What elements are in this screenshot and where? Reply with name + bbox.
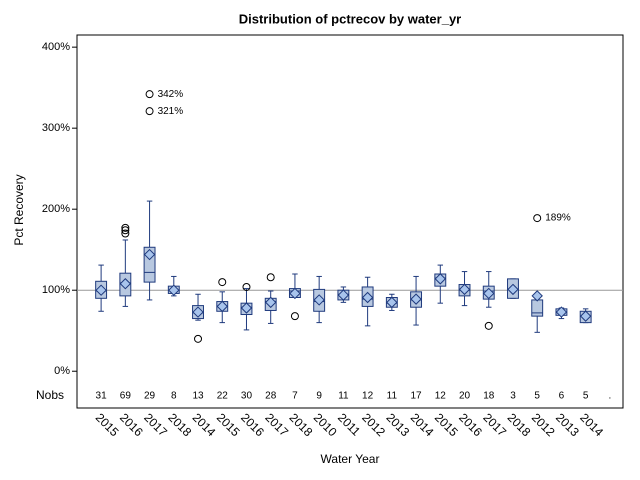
y-tick-label: 200%: [42, 203, 70, 215]
outlier-label: 342%: [158, 89, 184, 100]
mean-marker: [337, 289, 350, 301]
outlier-label: 321%: [158, 106, 184, 117]
outlier: [290, 312, 299, 321]
outlier: [121, 229, 130, 238]
nobs-value: 7: [292, 391, 298, 402]
outlier: [218, 278, 227, 287]
mean-marker: [410, 293, 422, 305]
mean-marker: [361, 291, 374, 304]
nobs-value: 29: [144, 391, 156, 402]
mean-marker: [264, 296, 277, 309]
nobs-value: 9: [316, 391, 322, 402]
nobs-value: 13: [192, 391, 204, 402]
nobs-label: Nobs: [36, 388, 64, 402]
outlier: [266, 273, 275, 282]
outlier: [145, 107, 154, 116]
outlier-label: 189%: [545, 213, 571, 224]
nobs-value: 6: [559, 391, 565, 402]
outlier: [242, 282, 251, 291]
mean-marker: [386, 296, 398, 309]
nobs-value: 31: [96, 391, 108, 402]
nobs-value: 22: [217, 391, 229, 402]
mean-marker: [168, 284, 180, 296]
nobs-value: 20: [459, 391, 471, 402]
nobs-value: 12: [435, 391, 447, 402]
mean-marker: [458, 283, 471, 296]
outlier: [484, 321, 493, 330]
mean-marker: [313, 294, 325, 306]
y-axis-label: Pct Recovery: [12, 174, 26, 245]
mean-marker: [507, 283, 519, 296]
mean-marker: [240, 302, 253, 314]
box: [531, 299, 544, 317]
y-tick-label: 100%: [42, 284, 70, 296]
nobs-value: 5: [583, 391, 589, 402]
chart-title: Distribution of pctrecov by water_yr: [239, 11, 462, 26]
plot-frame: [76, 34, 624, 409]
box: [143, 246, 156, 283]
y-tick-label: 0%: [54, 365, 70, 377]
mean-marker: [555, 306, 568, 318]
nobs-value: 11: [387, 391, 398, 402]
y-tick-label: 400%: [42, 41, 70, 53]
y-tick-label: 300%: [42, 122, 70, 134]
mean-marker: [119, 278, 132, 290]
nobs-value: 12: [362, 391, 374, 402]
mean-marker: [434, 273, 447, 285]
mean-marker: [483, 287, 495, 300]
x-axis-label: Water Year: [321, 452, 380, 466]
mean-marker: [143, 248, 156, 261]
mean-marker: [192, 306, 204, 318]
outlier: [533, 214, 542, 223]
mean-marker: [531, 290, 543, 302]
mean-marker: [216, 300, 228, 313]
nobs-value: 8: [171, 391, 177, 402]
mean-marker: [95, 284, 107, 296]
outlier: [121, 223, 130, 232]
nobs-value: 11: [338, 391, 349, 402]
nobs-value: 30: [241, 391, 253, 402]
nobs-value: 17: [411, 391, 423, 402]
outlier: [194, 334, 203, 343]
nobs-value: 28: [265, 391, 277, 402]
nobs-value: .: [608, 391, 611, 402]
outlier: [145, 90, 154, 99]
nobs-value: 18: [483, 391, 495, 402]
outlier: [121, 226, 130, 235]
nobs-value: 3: [510, 391, 516, 402]
mean-marker: [579, 310, 592, 322]
mean-marker: [289, 287, 301, 300]
nobs-value: 69: [120, 391, 132, 402]
nobs-value: 5: [534, 391, 540, 402]
